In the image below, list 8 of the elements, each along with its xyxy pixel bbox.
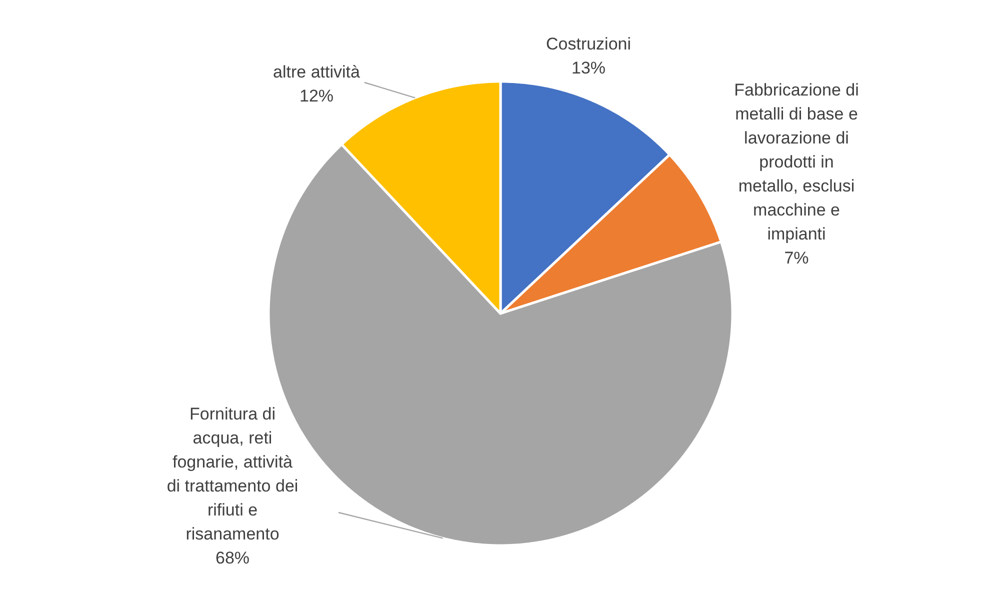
- data-label: 68%: [215, 548, 250, 568]
- data-label: 13%: [571, 58, 606, 78]
- slice-label: Fornitura di acqua, reti fognarie, attività di trattamento dei rifiuti e risanamento: [166, 404, 298, 544]
- slice-label: Costruzioni: [546, 34, 632, 54]
- data-label: 12%: [299, 86, 334, 106]
- slice-label: Fabbricazione di metalli di base e lavorazione di prodotti in metallo, esclusi macchine e impianti: [734, 80, 859, 244]
- data-label: 7%: [784, 248, 809, 268]
- slice-label: altre attività: [273, 62, 361, 82]
